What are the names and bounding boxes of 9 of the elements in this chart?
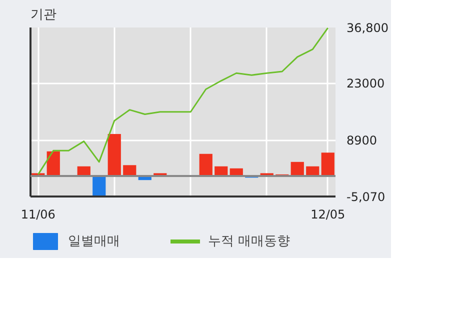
y-tick-label: 23000 — [346, 76, 385, 91]
y-tick-label: 8900 — [346, 134, 378, 148]
x-tick-label: 11/06 — [20, 208, 56, 222]
legend-label: 일별매매 — [68, 233, 120, 250]
chart-title: 기관 — [30, 8, 56, 22]
y-tick-label: 36,800 — [346, 21, 388, 35]
y-tick-label: -5,070 — [346, 190, 386, 204]
legend-label: 누적 매매동향 — [208, 233, 290, 250]
x-tick-label: 12/05 — [310, 208, 346, 222]
